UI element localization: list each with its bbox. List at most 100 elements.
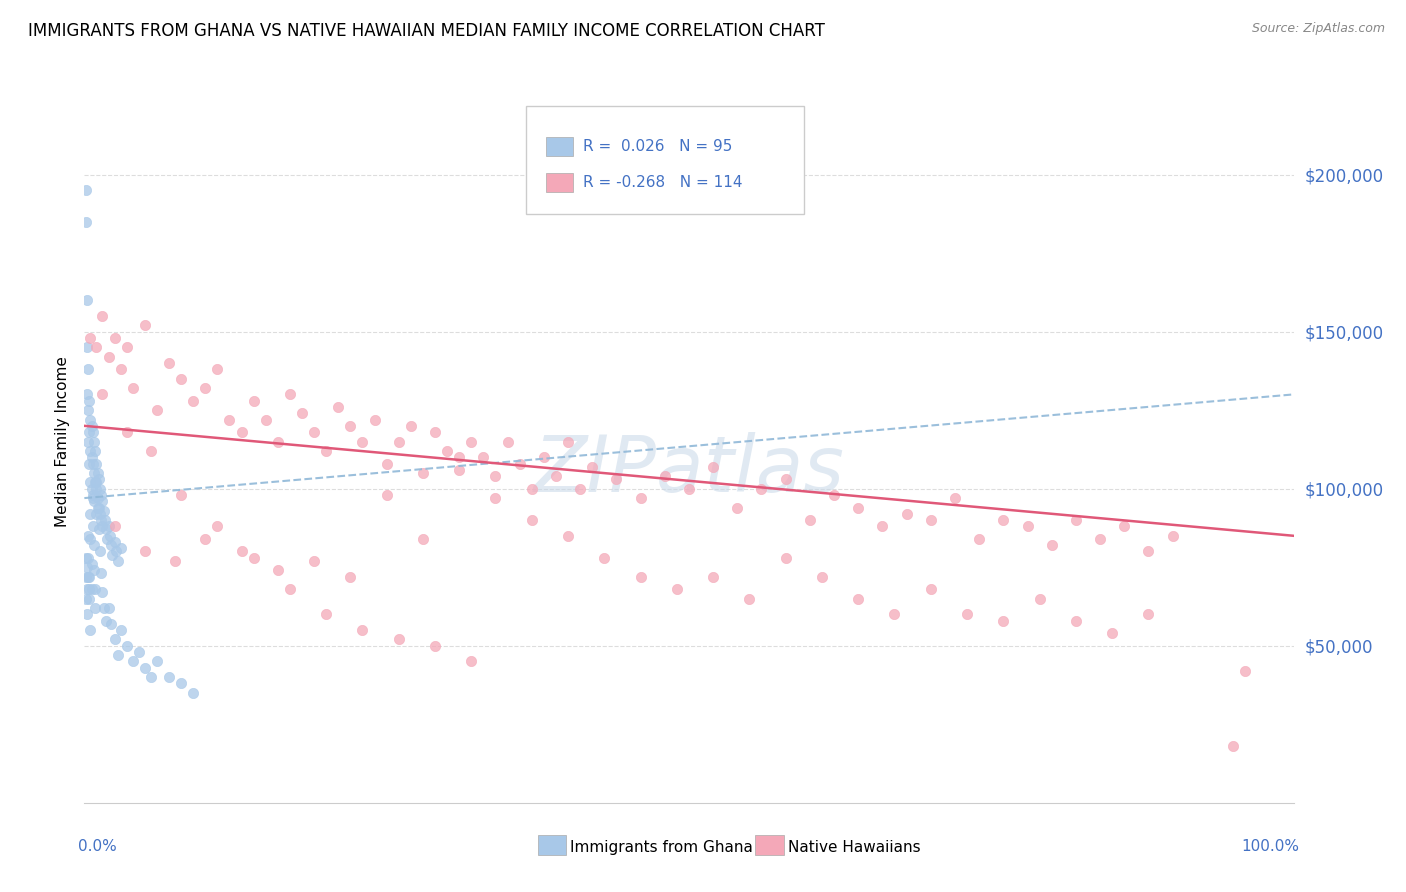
Point — [98, 529, 121, 543]
Point — [104, 544, 127, 558]
Point — [423, 639, 446, 653]
Point — [79, 507, 101, 521]
Point — [82, 457, 104, 471]
Point — [91, 309, 114, 323]
Point — [115, 340, 138, 354]
Point — [97, 350, 120, 364]
Point — [181, 393, 204, 408]
Point — [86, 466, 108, 480]
Point — [76, 340, 98, 354]
Point — [84, 475, 107, 490]
Point — [170, 676, 193, 690]
Point — [79, 475, 101, 490]
FancyBboxPatch shape — [755, 835, 783, 855]
Text: ZIPatlas: ZIPatlas — [533, 433, 845, 508]
Point — [79, 331, 101, 345]
Text: R = -0.268   N = 114: R = -0.268 N = 114 — [582, 176, 742, 190]
Point — [375, 457, 398, 471]
Point — [86, 457, 108, 471]
Point — [1017, 519, 1039, 533]
Point — [1064, 513, 1087, 527]
Point — [775, 472, 797, 486]
Point — [79, 623, 101, 637]
Point — [86, 482, 108, 496]
Point — [557, 529, 579, 543]
Point — [94, 614, 117, 628]
Point — [77, 425, 100, 439]
Point — [121, 381, 143, 395]
Point — [581, 459, 603, 474]
Point — [520, 513, 543, 527]
Point — [79, 412, 101, 426]
Point — [412, 532, 434, 546]
Point — [496, 434, 519, 449]
Point — [100, 616, 122, 631]
Point — [1137, 607, 1160, 622]
Point — [80, 450, 103, 465]
Point — [846, 500, 869, 515]
FancyBboxPatch shape — [526, 105, 804, 214]
Point — [544, 469, 567, 483]
Point — [107, 648, 129, 662]
Point — [823, 488, 845, 502]
Point — [97, 601, 120, 615]
Point — [1088, 532, 1111, 546]
Point — [315, 444, 337, 458]
Point — [328, 400, 350, 414]
FancyBboxPatch shape — [547, 137, 572, 156]
Text: 100.0%: 100.0% — [1241, 838, 1299, 854]
Text: R =  0.026   N = 95: R = 0.026 N = 95 — [582, 139, 733, 154]
Point — [484, 469, 506, 483]
Point — [139, 444, 162, 458]
Point — [605, 472, 627, 486]
Point — [157, 670, 180, 684]
Point — [339, 418, 361, 433]
Point — [278, 387, 301, 401]
Point — [449, 450, 471, 465]
Point — [194, 532, 217, 546]
Text: Immigrants from Ghana: Immigrants from Ghana — [571, 840, 754, 855]
Point — [920, 582, 942, 597]
Point — [100, 538, 122, 552]
Point — [77, 403, 100, 417]
Point — [231, 544, 253, 558]
Point — [110, 623, 132, 637]
Point — [993, 614, 1015, 628]
Point — [77, 569, 100, 583]
Point — [107, 554, 129, 568]
Point — [91, 585, 114, 599]
Point — [146, 655, 169, 669]
Point — [388, 434, 411, 449]
Point — [170, 488, 193, 502]
Point — [83, 434, 105, 449]
Point — [1064, 614, 1087, 628]
Point — [134, 544, 156, 558]
Point — [104, 331, 127, 345]
Point — [1137, 544, 1160, 558]
Point — [77, 569, 100, 583]
Point — [751, 482, 773, 496]
Point — [339, 569, 361, 583]
Point — [83, 466, 105, 480]
Point — [134, 661, 156, 675]
Point — [76, 582, 98, 597]
Point — [207, 362, 229, 376]
Point — [83, 538, 105, 552]
Point — [86, 475, 108, 490]
Point — [104, 632, 127, 647]
Point — [242, 393, 264, 408]
Point — [412, 466, 434, 480]
Point — [91, 387, 114, 401]
Point — [375, 488, 398, 502]
Point — [77, 582, 100, 597]
Point — [569, 482, 592, 496]
Point — [90, 488, 112, 502]
Point — [315, 607, 337, 622]
Point — [84, 582, 107, 597]
Point — [84, 601, 107, 615]
Point — [94, 513, 117, 527]
Point — [82, 425, 104, 439]
Y-axis label: Median Family Income: Median Family Income — [55, 356, 70, 527]
Point — [79, 444, 101, 458]
Point — [302, 554, 325, 568]
